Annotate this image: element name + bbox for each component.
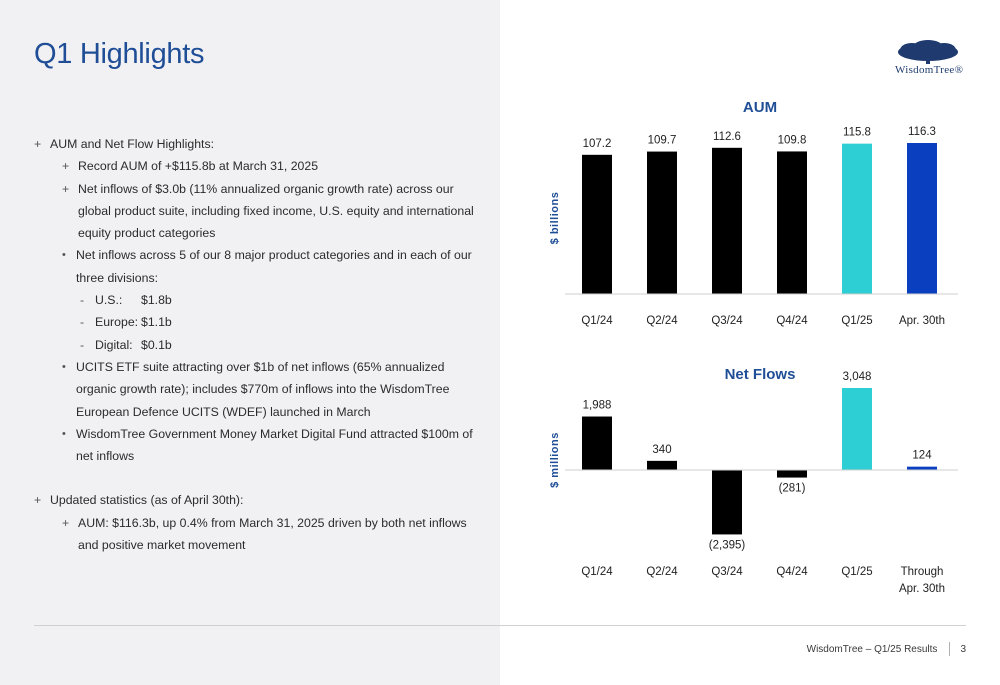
bullet-record-aum: + Record AUM of +$115.8b at March 31, 202… — [34, 155, 484, 177]
netflows-bar-Through Apr. 30th — [907, 466, 937, 470]
page-title: Q1 Highlights — [34, 38, 205, 70]
division-value: $0.1b — [141, 337, 172, 352]
aum-data-label: 116.3 — [908, 126, 936, 138]
netflows-bar-Q3/24 — [712, 470, 742, 535]
aum-bar-Q4/24 — [777, 151, 807, 294]
footer-separator — [949, 642, 951, 656]
bullet-net-inflows: + Net inflows of $3.0b (11% annualized or… — [34, 178, 484, 245]
aum-bar-Q1/24 — [582, 154, 612, 294]
aum-data-label: 115.8 — [843, 127, 871, 139]
netflows-chart-title: Net Flows — [725, 366, 796, 383]
aum-x-tick-label: Q3/24 — [711, 315, 743, 327]
aum-x-tick-label: Q2/24 — [646, 315, 678, 327]
netflows-data-label: 340 — [652, 444, 671, 456]
aum-bar-Q2/24 — [647, 151, 677, 294]
bullet-europe: - Europe: $1.1b — [34, 311, 484, 333]
bullet-text: Net inflows of $3.0b (11% annualized org… — [78, 181, 474, 241]
logo-wordmark: WisdomTree® — [895, 64, 964, 76]
netflows-x-tick-label: Q1/24 — [581, 566, 613, 578]
netflows-x-tick-label: Q1/25 — [841, 566, 872, 578]
aum-bar-Q3/24 — [712, 147, 742, 294]
division-label: U.S.: — [95, 293, 123, 308]
bullet-money-market: • WisdomTree Government Money Market Digi… — [34, 423, 484, 468]
aum-bar-Apr. 30th — [907, 143, 937, 294]
bullet-text: Net inflows across 5 of our 8 major prod… — [76, 248, 472, 285]
bullet-text: Updated statistics (as of April 30th): — [50, 493, 244, 508]
bullet-aum-net-flow: + AUM and Net Flow Highlights: — [34, 133, 484, 155]
footer: WisdomTree – Q1/25 Results 3 — [807, 642, 966, 656]
netflows-data-label: 1,988 — [583, 400, 612, 412]
aum-x-tick-label: Q1/24 — [581, 315, 613, 327]
netflows-data-label: 124 — [912, 450, 932, 462]
division-value: $1.8b — [141, 293, 172, 308]
page-number: 3 — [960, 643, 966, 655]
aum-x-tick-label: Apr. 30th — [899, 315, 945, 327]
aum-bar-Q1/25 — [842, 143, 872, 294]
netflows-x-tick-label: Q3/24 — [711, 566, 743, 578]
netflows-bar-Q4/24 — [777, 470, 807, 478]
footer-divider — [34, 625, 966, 626]
aum-data-label: 112.6 — [713, 131, 741, 143]
charts-area: AUM $ billions 107.2 Q1/24 109.7 Q2/24 112.6 Q3… — [549, 99, 958, 595]
left-panel — [0, 0, 500, 685]
aum-chart-title: AUM — [743, 99, 777, 116]
bullet-us: - U.S.: $1.8b — [34, 289, 484, 311]
bullet-text: AUM: $116.3b, up 0.4% from March 31, 202… — [78, 515, 467, 553]
netflows-data-label: (2,395) — [709, 539, 746, 551]
tree-logo-icon — [898, 40, 958, 64]
bullet-updated-statistics: + Updated statistics (as of April 30th): — [34, 489, 484, 511]
footer-text: WisdomTree – Q1/25 Results — [806, 643, 938, 655]
highlights-list: + AUM and Net Flow Highlights: + Record AU… — [34, 133, 484, 556]
netflows-x-tick-label: Q2/24 — [646, 566, 678, 578]
aum-x-tick-label: Q4/24 — [776, 315, 808, 327]
netflows-data-label: (281) — [779, 483, 806, 495]
division-value: $1.1b — [141, 315, 172, 330]
aum-x-tick-label: Q1/25 — [841, 315, 872, 327]
netflows-x-tick-label: Q4/24 — [776, 566, 808, 578]
bullet-text: AUM and Net Flow Highlights: — [50, 137, 215, 151]
bullet-digital: - Digital: $0.1b — [34, 334, 484, 356]
bullet-ucits: • UCITS ETF suite attracting over $1b of … — [34, 356, 484, 423]
aum-data-label: 109.8 — [778, 134, 807, 146]
bullet-text: WisdomTree Government Money Market Digit… — [76, 426, 473, 464]
bullet-text: UCITS ETF suite attracting over $1b of n… — [76, 359, 450, 419]
netflows-x-tick-label: Through Apr. 30th — [899, 566, 945, 595]
division-label: Europe: — [95, 315, 139, 330]
aum-y-axis-title: $ billions — [549, 192, 561, 245]
netflows-data-label: 3,048 — [843, 371, 872, 383]
bullet-aum-april: + AUM: $116.3b, up 0.4% from March 31, 20… — [34, 512, 484, 557]
aum-data-label: 109.7 — [648, 135, 677, 147]
netflows-y-axis-title: $ millions — [549, 432, 561, 488]
netflows-bar-Q2/24 — [647, 460, 677, 470]
netflows-bar-Q1/25 — [842, 388, 872, 470]
bullet-product-categories: • Net inflows across 5 of our 8 major pro… — [34, 244, 484, 289]
bullet-text: Record AUM of +$115.8b at March 31, 2025 — [78, 159, 319, 174]
netflows-bar-Q1/24 — [582, 416, 612, 470]
division-label: Digital: — [95, 337, 133, 352]
aum-data-label: 107.2 — [583, 138, 612, 150]
